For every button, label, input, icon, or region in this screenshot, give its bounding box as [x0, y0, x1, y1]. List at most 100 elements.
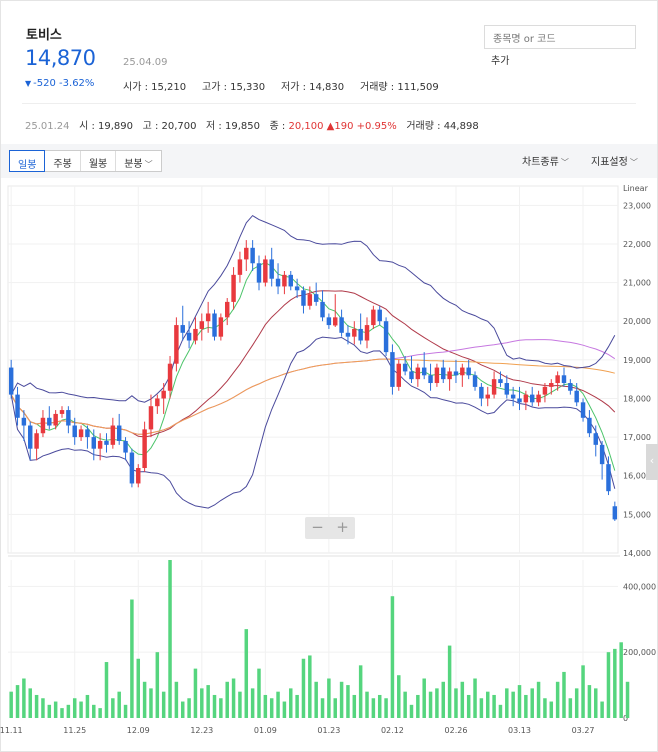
candle-body	[174, 325, 179, 364]
chevron-down-icon: ﹀	[144, 160, 153, 169]
add-button[interactable]: 추가	[491, 56, 510, 67]
volume-bar	[524, 694, 528, 718]
volume-bar	[422, 678, 426, 718]
volume-bar	[606, 652, 611, 718]
volume-bar	[295, 694, 299, 718]
volume-tick-label: 200,000	[623, 648, 656, 657]
volume-bar	[15, 685, 20, 718]
candle-body	[53, 413, 58, 426]
volume-bar	[92, 704, 96, 718]
stat-open: 시가 : 15,210	[123, 82, 187, 93]
price-tick-label: 18,000	[623, 394, 651, 403]
volume-bar	[9, 691, 13, 718]
volume-bar	[111, 698, 115, 718]
volume-bar	[244, 629, 249, 718]
volume-bar	[397, 675, 401, 718]
volume-bar	[117, 691, 121, 718]
volume-bar	[594, 688, 598, 718]
volume-bar	[390, 596, 395, 718]
candle-body	[479, 386, 484, 399]
x-tick-label: 03.13	[508, 726, 531, 735]
volume-bar	[339, 681, 344, 718]
candle-body	[580, 402, 586, 418]
volume-bar	[574, 688, 579, 718]
candle-body	[136, 468, 141, 484]
candle-body	[320, 301, 325, 318]
candle-body	[301, 290, 306, 306]
tab-weekly[interactable]: 주봉	[45, 151, 81, 171]
price-tick-label: 19,000	[623, 356, 651, 365]
candle-body	[224, 301, 230, 318]
volume-bar	[200, 688, 204, 718]
volume-tick-label: 400,000	[623, 582, 656, 591]
candle-body	[434, 367, 440, 384]
chart-type-menu[interactable]: 차트종류 ﹀	[522, 157, 569, 168]
volume-bar	[587, 685, 592, 718]
volume-bar	[511, 691, 515, 718]
quote-date: 25.04.09	[123, 57, 168, 68]
candle-body	[377, 309, 382, 322]
volume-bar	[79, 701, 83, 718]
volume-bar	[72, 698, 77, 718]
candle-body	[396, 363, 402, 387]
volume-bar	[238, 691, 242, 718]
collapse-panel-button[interactable]: ‹	[646, 444, 658, 480]
candle-body	[453, 371, 459, 376]
candle-body	[523, 394, 529, 403]
candle-body	[612, 506, 618, 520]
volume-bar	[536, 681, 541, 718]
chart-toolbar: 일봉 주봉 월봉 분봉 ﹀ 차트종류 ﹀ 지표설정 ﹀	[1, 144, 657, 178]
candle-body	[491, 379, 497, 395]
volume-bar	[619, 642, 623, 718]
volume-bar	[505, 688, 509, 718]
tab-daily[interactable]: 일봉	[9, 150, 46, 172]
volume-bar	[454, 688, 458, 718]
ma60-line	[10, 339, 616, 435]
stock-search-input[interactable]	[484, 25, 636, 49]
candle-body	[231, 274, 236, 302]
indicator-menu[interactable]: 지표설정 ﹀	[591, 157, 638, 168]
change-rate: -3.62%	[59, 78, 95, 89]
volume-bar	[447, 645, 452, 718]
candle-body	[542, 386, 548, 395]
candle-body	[205, 313, 211, 322]
candle-body	[536, 394, 541, 403]
candle-body	[97, 440, 103, 449]
volume-bar	[231, 678, 236, 718]
volume-bar	[581, 665, 585, 718]
x-tick-label: 02.12	[381, 726, 404, 735]
volume-bar	[225, 681, 229, 718]
candle-body	[193, 328, 198, 341]
candle-body	[593, 433, 598, 445]
volume-bar	[174, 681, 179, 718]
candle-body	[568, 383, 573, 391]
volume-bar	[320, 698, 325, 718]
candle-body	[123, 440, 128, 453]
volume-bar	[498, 704, 503, 718]
volume-bar	[136, 658, 141, 718]
volume-tick-label: 0	[623, 714, 628, 723]
candle-body	[269, 259, 274, 279]
zoom-in-button[interactable]: +	[336, 518, 349, 536]
volume-bar	[28, 688, 32, 718]
volume-bar	[492, 694, 496, 718]
volume-bar	[416, 694, 420, 718]
price-tick-label: 14,000	[623, 549, 651, 558]
candle-body	[313, 294, 319, 302]
price-change: ▼ -520 -3.62%	[25, 78, 94, 89]
volume-bar	[41, 698, 45, 718]
volume-bar	[301, 658, 306, 718]
volume-bar	[219, 698, 223, 718]
volume-bar	[60, 708, 64, 718]
volume-bar	[53, 701, 58, 718]
volume-bar	[104, 662, 109, 718]
zoom-out-button[interactable]: −	[311, 518, 324, 536]
candle-body	[472, 375, 478, 387]
volume-bar	[625, 681, 630, 718]
volume-bar	[161, 691, 166, 718]
tab-minute[interactable]: 분봉 ﹀	[124, 159, 153, 170]
tab-monthly[interactable]: 월봉	[81, 151, 117, 171]
volume-bar	[47, 704, 52, 718]
candle-body	[59, 410, 65, 414]
